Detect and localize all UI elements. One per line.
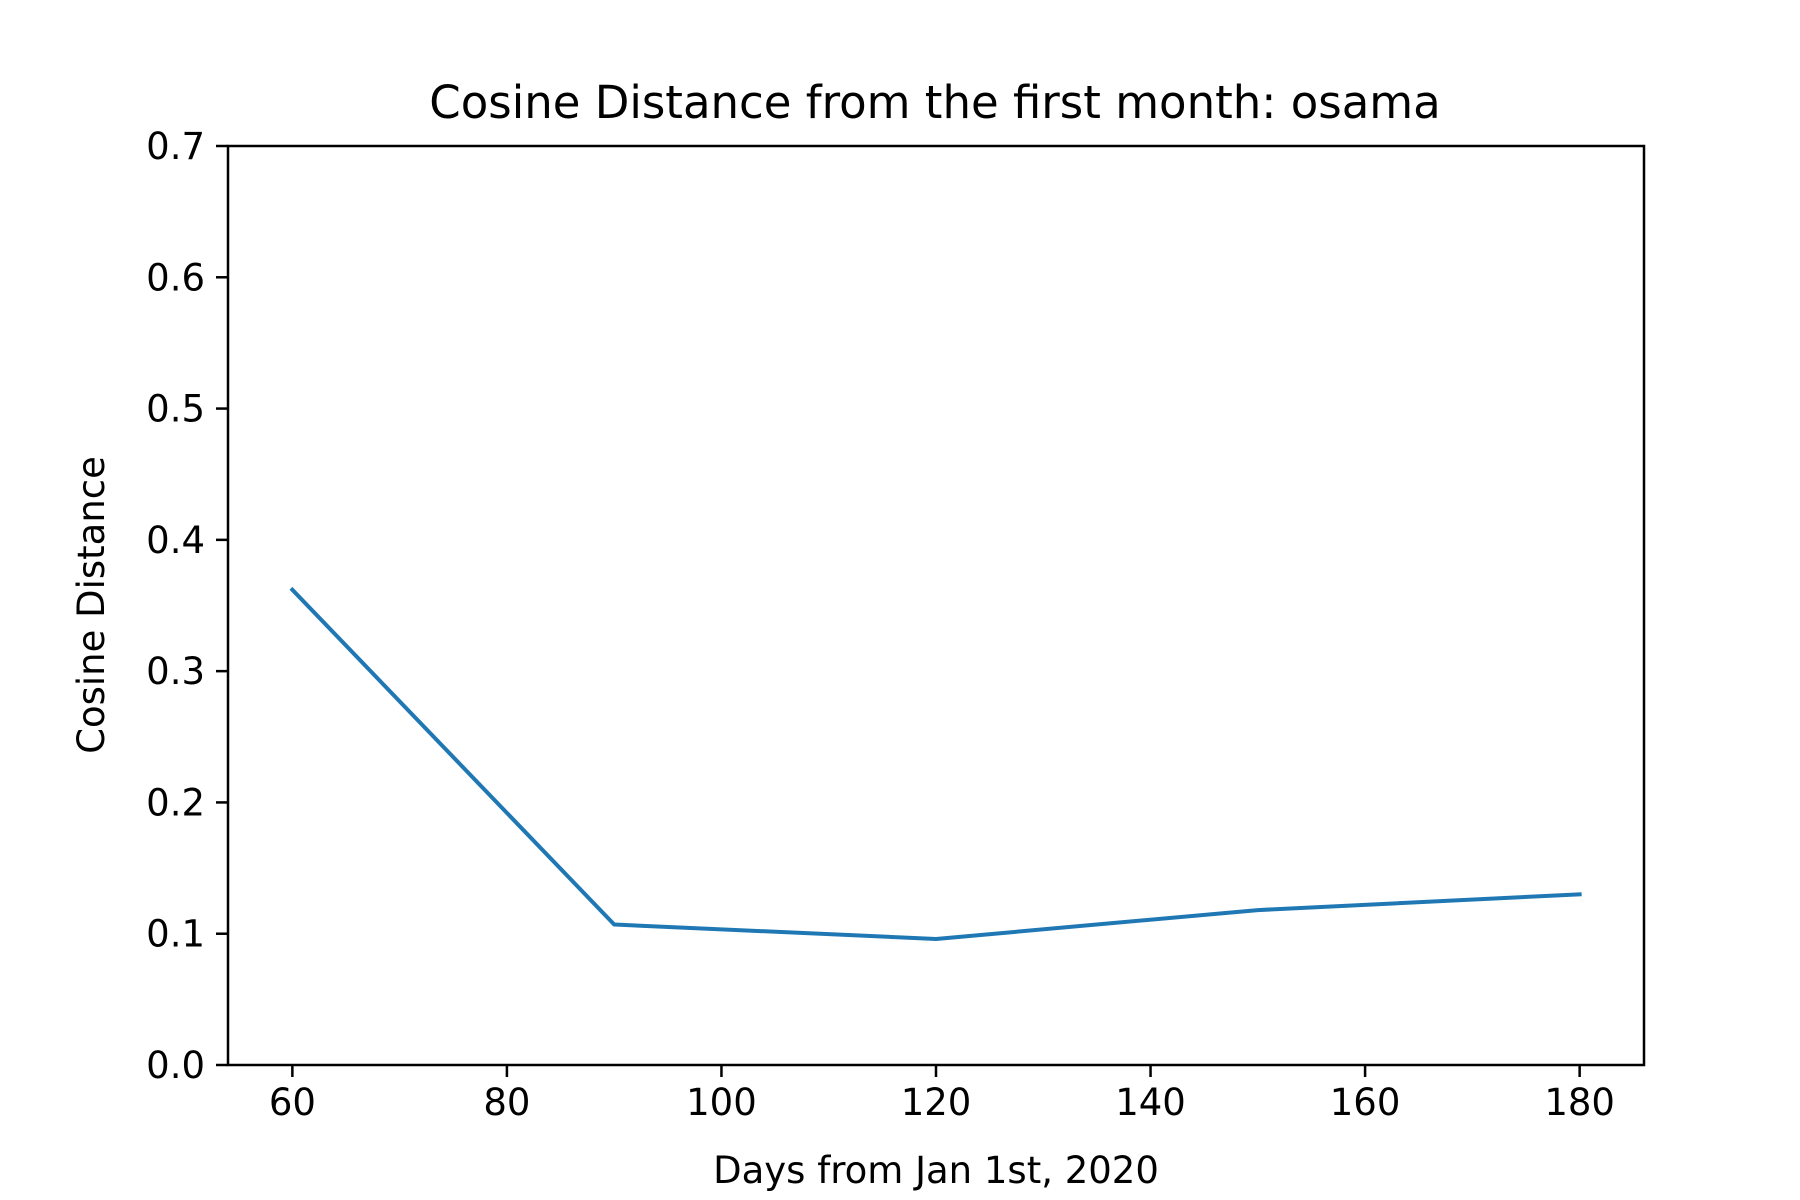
x-tick-label: 120 bbox=[901, 1081, 972, 1124]
series-layer bbox=[289, 586, 1582, 941]
y-axis: 0.0 0.1 0.2 0.3 0.4 0.5 0.6 0.7 bbox=[146, 125, 228, 1087]
x-tick-label: 100 bbox=[686, 1081, 757, 1124]
x-axis-label: Days from Jan 1st, 2020 bbox=[713, 1149, 1159, 1192]
y-tick-label: 0.4 bbox=[146, 519, 205, 562]
y-tick-label: 0.0 bbox=[146, 1044, 205, 1087]
chart-title: Cosine Distance from the first month: os… bbox=[429, 76, 1440, 129]
x-tick-label: 140 bbox=[1115, 1081, 1186, 1124]
y-axis-label: Cosine Distance bbox=[70, 456, 113, 754]
x-tick-label: 180 bbox=[1544, 1081, 1615, 1124]
y-tick-label: 0.5 bbox=[146, 388, 205, 431]
series-line bbox=[289, 586, 1582, 941]
x-tick-label: 160 bbox=[1330, 1081, 1401, 1124]
y-tick-label: 0.7 bbox=[146, 125, 205, 168]
x-axis: 60 80 100 120 140 160 180 bbox=[269, 1065, 1615, 1124]
x-tick-label: 60 bbox=[269, 1081, 316, 1124]
x-tick-label: 80 bbox=[483, 1081, 530, 1124]
y-tick-label: 0.6 bbox=[146, 256, 205, 299]
y-tick-label: 0.3 bbox=[146, 650, 205, 693]
y-tick-label: 0.1 bbox=[146, 913, 205, 956]
y-tick-label: 0.2 bbox=[146, 781, 205, 824]
